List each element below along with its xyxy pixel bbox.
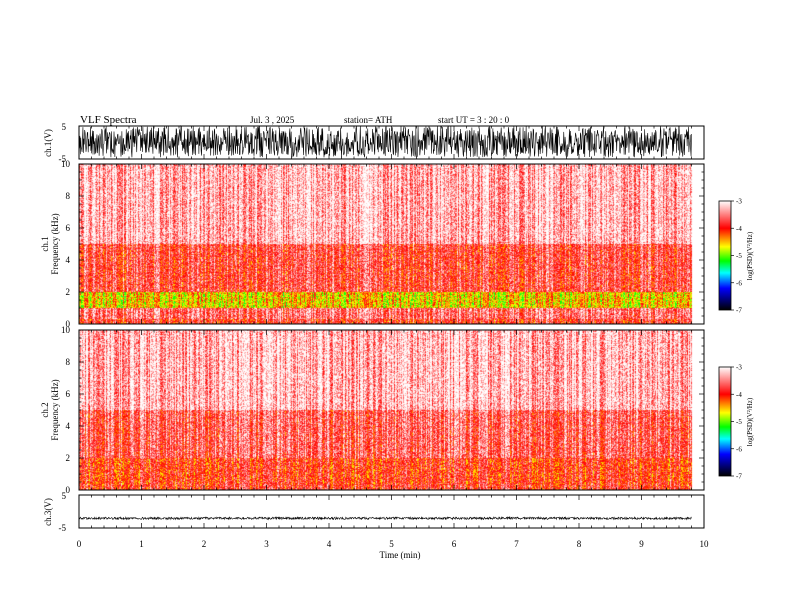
ch2-colorbar-tick-label: -3 bbox=[736, 364, 742, 372]
ch1-spectrogram-ylabel-channel: ch.1 bbox=[40, 236, 50, 251]
ch1-colorbar-gradient bbox=[718, 200, 732, 311]
time-axis-tick-label: 10 bbox=[700, 539, 710, 549]
ch2-spectrogram-image-holder bbox=[79, 330, 704, 490]
time-axis-tick-label: 8 bbox=[577, 539, 582, 549]
ch3-waveform-panel: 5 -5 ch.3(V) bbox=[43, 491, 705, 533]
ch2-spectrogram-ytick-label: 8 bbox=[66, 357, 71, 367]
time-axis-tick-label: 4 bbox=[327, 539, 332, 549]
date-label: Jul. 3 , 2025 bbox=[250, 115, 295, 125]
ch1-spectrogram-image-holder bbox=[79, 164, 704, 324]
ch2-frequency-tick-labels: 0 2 4 6 8 10 bbox=[61, 325, 71, 495]
ch1-spectrogram-heatmap bbox=[79, 164, 704, 324]
start-time-label: start UT = 3 : 20 : 0 bbox=[438, 115, 510, 125]
ch1-colorbar-tick-label: -3 bbox=[736, 198, 742, 206]
time-axis-tick-label: 5 bbox=[389, 539, 394, 549]
time-axis-label: Time (min) bbox=[380, 550, 421, 560]
ch1-colorbar-tick-label: -4 bbox=[736, 225, 742, 233]
ch3-ytick-bottom: -5 bbox=[59, 523, 67, 533]
ch1-waveform-line bbox=[78, 124, 692, 158]
ch2-colorbar-ticks: -3 -4 -5 -6 -7 bbox=[731, 364, 742, 481]
ch1-spectrogram-ytick-label: 10 bbox=[61, 159, 71, 169]
time-axis-tick-labels: 0 1 2 3 4 5 6 7 8 9 10 bbox=[77, 539, 709, 549]
ch1-waveform-panel: 5 -5 ch.1(V) bbox=[43, 122, 705, 164]
ch3-waveform-ticks bbox=[78, 494, 705, 529]
ch3-ytick-top: 5 bbox=[62, 491, 67, 501]
ch1-spectrogram-ytick-label: 6 bbox=[66, 223, 71, 233]
ch2-spectrogram-ytick-label: 6 bbox=[66, 389, 71, 399]
ch2-spectrogram-ticks bbox=[78, 329, 705, 491]
ch2-spectrogram-ylabel-frequency: Frequency (kHz) bbox=[50, 379, 60, 440]
ch2-colorbar-tick-label: -5 bbox=[736, 418, 742, 426]
ch2-spectrogram-ytick-label: 4 bbox=[66, 421, 71, 431]
ch2-colorbar-label: log(PSD)(V²/Hz) bbox=[746, 397, 754, 446]
time-axis-tick-label: 1 bbox=[139, 539, 144, 549]
ch2-spectrogram-ytick-label: 10 bbox=[61, 325, 71, 335]
time-axis-tick-label: 2 bbox=[202, 539, 207, 549]
ch2-colorbar-gradient bbox=[718, 366, 732, 477]
ch1-waveform-ylabel: ch.1(V) bbox=[43, 129, 53, 157]
ch2-spectrogram-panel: 0 2 4 6 8 10 ch.2 Frequency (kHz) bbox=[40, 325, 705, 495]
ch3-waveform-ylabel: ch.3(V) bbox=[43, 498, 53, 526]
ch2-colorbar: -3 -4 -5 -6 -7 log(PSD)(V²/Hz) bbox=[718, 364, 754, 481]
ch1-frequency-tick-labels: 0 2 4 6 8 10 bbox=[61, 159, 71, 329]
time-axis-tick-label: 6 bbox=[452, 539, 457, 549]
ch2-colorbar-tick-label: -6 bbox=[736, 445, 742, 453]
ch1-colorbar: -3 -4 -5 -6 -7 log(PSD)(V²/Hz) bbox=[718, 198, 754, 315]
ch1-colorbar-tick-label: -7 bbox=[736, 307, 742, 315]
ch1-colorbar-ticks: -3 -4 -5 -6 -7 bbox=[731, 198, 742, 315]
ch1-ytick-bottom: -5 bbox=[59, 154, 67, 164]
time-axis-tick-label: 9 bbox=[639, 539, 644, 549]
ch1-waveform-ticks bbox=[78, 125, 705, 160]
ch3-waveform-line bbox=[78, 516, 692, 521]
ch1-colorbar-tick-label: -5 bbox=[736, 252, 742, 260]
ch1-spectrogram-panel: 0 2 4 6 8 10 ch.1 Frequency (kHz) bbox=[40, 159, 705, 329]
ch1-spectrogram-ytick-label: 0 bbox=[66, 319, 71, 329]
time-axis-tick-label: 7 bbox=[514, 539, 519, 549]
ch2-spectrogram-ytick-label: 0 bbox=[66, 485, 71, 495]
ch2-spectrogram-ytick-label: 2 bbox=[66, 453, 71, 463]
ch1-spectrogram-ytick-label: 4 bbox=[66, 255, 71, 265]
ch1-spectrogram-ticks bbox=[78, 163, 705, 325]
time-axis-tick-label: 3 bbox=[264, 539, 269, 549]
figure-title: VLF Spectra bbox=[80, 114, 137, 126]
ch2-colorbar-tick-label: -4 bbox=[736, 391, 742, 399]
ch2-colorbar-tick-label: -7 bbox=[736, 473, 742, 481]
ch2-spectrogram-ylabel-channel: ch.2 bbox=[40, 402, 50, 417]
ch3-waveform-trace bbox=[78, 516, 692, 521]
station-label: station= ATH bbox=[344, 115, 393, 125]
ch1-colorbar-label: log(PSD)(V²/Hz) bbox=[746, 231, 754, 280]
time-axis-tick-label: 0 bbox=[77, 539, 82, 549]
ch1-waveform-trace bbox=[78, 124, 692, 158]
ch2-spectrogram-heatmap bbox=[79, 330, 704, 490]
ch1-ytick-top: 5 bbox=[62, 122, 67, 132]
ch1-colorbar-tick-label: -6 bbox=[736, 279, 742, 287]
ch1-spectrogram-ylabel-frequency: Frequency (kHz) bbox=[50, 213, 60, 274]
ch1-spectrogram-ytick-label: 2 bbox=[66, 287, 71, 297]
ch1-spectrogram-ytick-label: 8 bbox=[66, 191, 71, 201]
